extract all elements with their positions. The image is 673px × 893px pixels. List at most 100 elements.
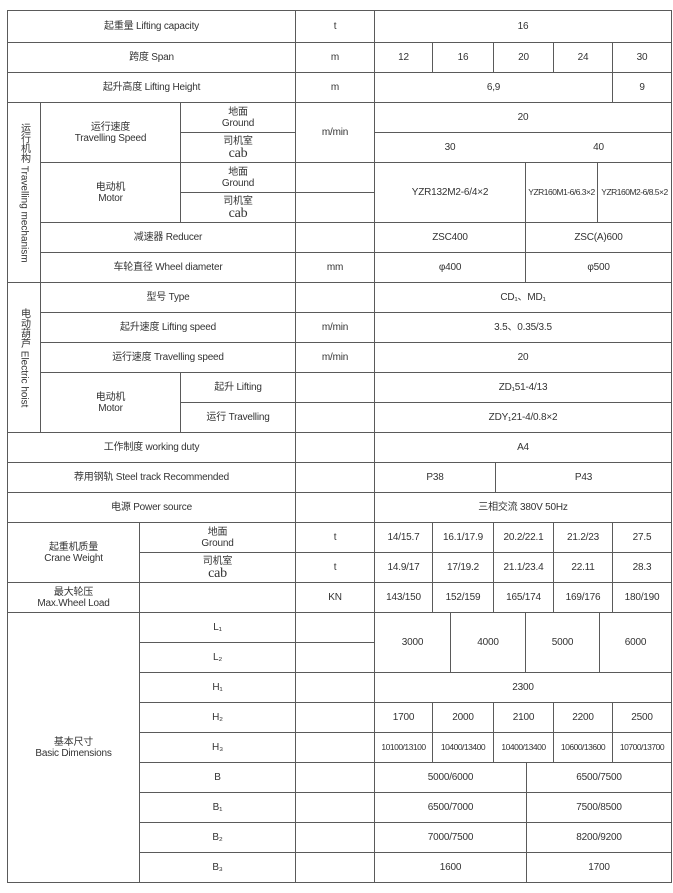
label-chinese: 最大轮压: [53, 586, 94, 598]
cell-text: 21.2/23: [567, 532, 599, 543]
label-english: Max.Wheel Load: [37, 597, 110, 609]
value-cell: 20: [374, 342, 672, 373]
cell-text: H₃: [212, 742, 223, 753]
row-label: 减速器 Reducer: [40, 222, 296, 253]
value-cell: 2300: [374, 672, 672, 703]
value-cell: ZD₁51-4/13: [374, 372, 672, 403]
unit-cell: [295, 282, 375, 313]
dimension-label: H₂: [139, 702, 296, 733]
cell-text: 型号 Type: [146, 292, 190, 303]
unit-cell: [295, 222, 375, 253]
row-label: 电动机 Motor: [40, 162, 181, 223]
dimension-label: H₁: [139, 672, 296, 703]
value-cell: 14/15.7: [374, 522, 433, 553]
value-cell: 4000: [450, 612, 526, 673]
cell-text: 6000: [624, 637, 647, 648]
unit-cell: [295, 492, 375, 523]
cell-text: 7500/8500: [576, 802, 622, 813]
cell-text: m: [330, 52, 340, 63]
value-cell: 16: [432, 42, 494, 73]
cell-text: 16.1/17.9: [443, 532, 483, 543]
value-cell: 9: [612, 72, 672, 103]
value-cell: 30: [612, 42, 672, 73]
cell-text: 40: [593, 142, 604, 153]
cell-text: 180/190: [624, 592, 660, 603]
label-chinese: 司机室: [223, 195, 253, 207]
cell-text: 10400/13400: [501, 742, 546, 752]
cell-text: 三相交流 380V 50Hz: [478, 502, 568, 513]
value-cell: 7000/7500: [374, 822, 527, 853]
unit-cell: [295, 702, 375, 733]
cell-text: B₁: [212, 802, 223, 813]
value-cell: 2500: [612, 702, 672, 733]
cell-text: 2200: [572, 712, 594, 723]
sub-label: 司机室 cab: [180, 132, 296, 163]
cell-text: 28.3: [632, 562, 652, 573]
cell-text: 9: [639, 82, 645, 93]
value-cell: 10400/13400: [432, 732, 494, 763]
cell-text: B₂: [212, 832, 223, 843]
cell-text: 27.5: [632, 532, 652, 543]
unit-cell: [295, 792, 375, 823]
cell-text: 5000: [551, 637, 574, 648]
label-english: Basic Dimensions: [35, 747, 112, 759]
value-cell: 三相交流 380V 50Hz: [374, 492, 672, 523]
cell-text: 20: [518, 52, 529, 63]
cell-text: 2000: [452, 712, 474, 723]
label-english: cab: [228, 205, 248, 221]
unit-cell: t: [295, 522, 375, 553]
row-label: 基本尺寸 Basic Dimensions: [7, 612, 140, 883]
value-cell: 20: [374, 102, 672, 133]
label-english: Ground: [201, 537, 234, 549]
cell-text: 16: [517, 21, 529, 32]
label-chinese: 地面: [228, 166, 248, 178]
cell-text: m/min: [321, 352, 349, 363]
cell-text: 电动葫芦 Electric hoist: [18, 307, 30, 408]
unit-cell: t: [295, 10, 375, 43]
cell-text: 3.5、0.35/3.5: [494, 322, 552, 333]
value-cell: 10400/13400: [493, 732, 554, 763]
unit-cell: m: [295, 42, 375, 73]
cell-text: m/min: [321, 322, 349, 333]
row-label: 车轮直径 Wheel diameter: [40, 252, 296, 283]
cell-text: 10100/13100: [381, 742, 426, 752]
cell-text: YZR160M1-6/6.3×2: [528, 187, 595, 197]
unit-cell: m: [295, 72, 375, 103]
cell-text: YZR160M2-6/8.5×2: [601, 187, 668, 197]
cell-text: 起升 Lifting: [214, 382, 262, 393]
value-cell: 5000/6000: [374, 762, 527, 793]
value-cell: 10100/13100: [374, 732, 433, 763]
label-english: Ground: [221, 177, 255, 189]
unit-cell: mm: [295, 252, 375, 283]
cell-text: 电源 Power source: [111, 502, 192, 513]
cell-text: A4: [517, 442, 529, 453]
value-cell: ZSC400: [374, 222, 526, 253]
cell-text: 17/19.2: [447, 562, 479, 573]
dimension-label: L₁: [139, 612, 296, 643]
unit-cell: [295, 612, 375, 643]
label-chinese: 电动机: [95, 181, 126, 193]
unit-cell: [295, 822, 375, 853]
value-cell: 2100: [493, 702, 554, 733]
unit-cell: [295, 672, 375, 703]
cell-text: t: [333, 21, 337, 32]
cell-text: 21.1/23.4: [503, 562, 544, 573]
value-cell: 20.2/22.1: [493, 522, 554, 553]
unit-cell: m/min: [295, 342, 375, 373]
value-cell: 3000: [374, 612, 451, 673]
dimension-label: L₂: [139, 642, 296, 673]
value-cell: 17/19.2: [432, 552, 494, 583]
value-cell: 14.9/17: [374, 552, 433, 583]
cell-text: ZDY₁21-4/0.8×2: [488, 412, 558, 423]
unit-cell: m/min: [295, 102, 375, 163]
unit-cell: [295, 642, 375, 673]
cell-text: m/min: [321, 127, 349, 138]
value-cell: 22.11: [553, 552, 613, 583]
cell-text: 2300: [512, 682, 534, 693]
cell-text: 14.9/17: [387, 562, 420, 573]
value-cell: 6,9: [374, 72, 613, 103]
value-cell: ZSC(A)600: [525, 222, 672, 253]
cell-text: L₁: [213, 622, 222, 633]
cell-text: H₂: [212, 712, 223, 723]
cell-text: L₂: [212, 652, 223, 663]
